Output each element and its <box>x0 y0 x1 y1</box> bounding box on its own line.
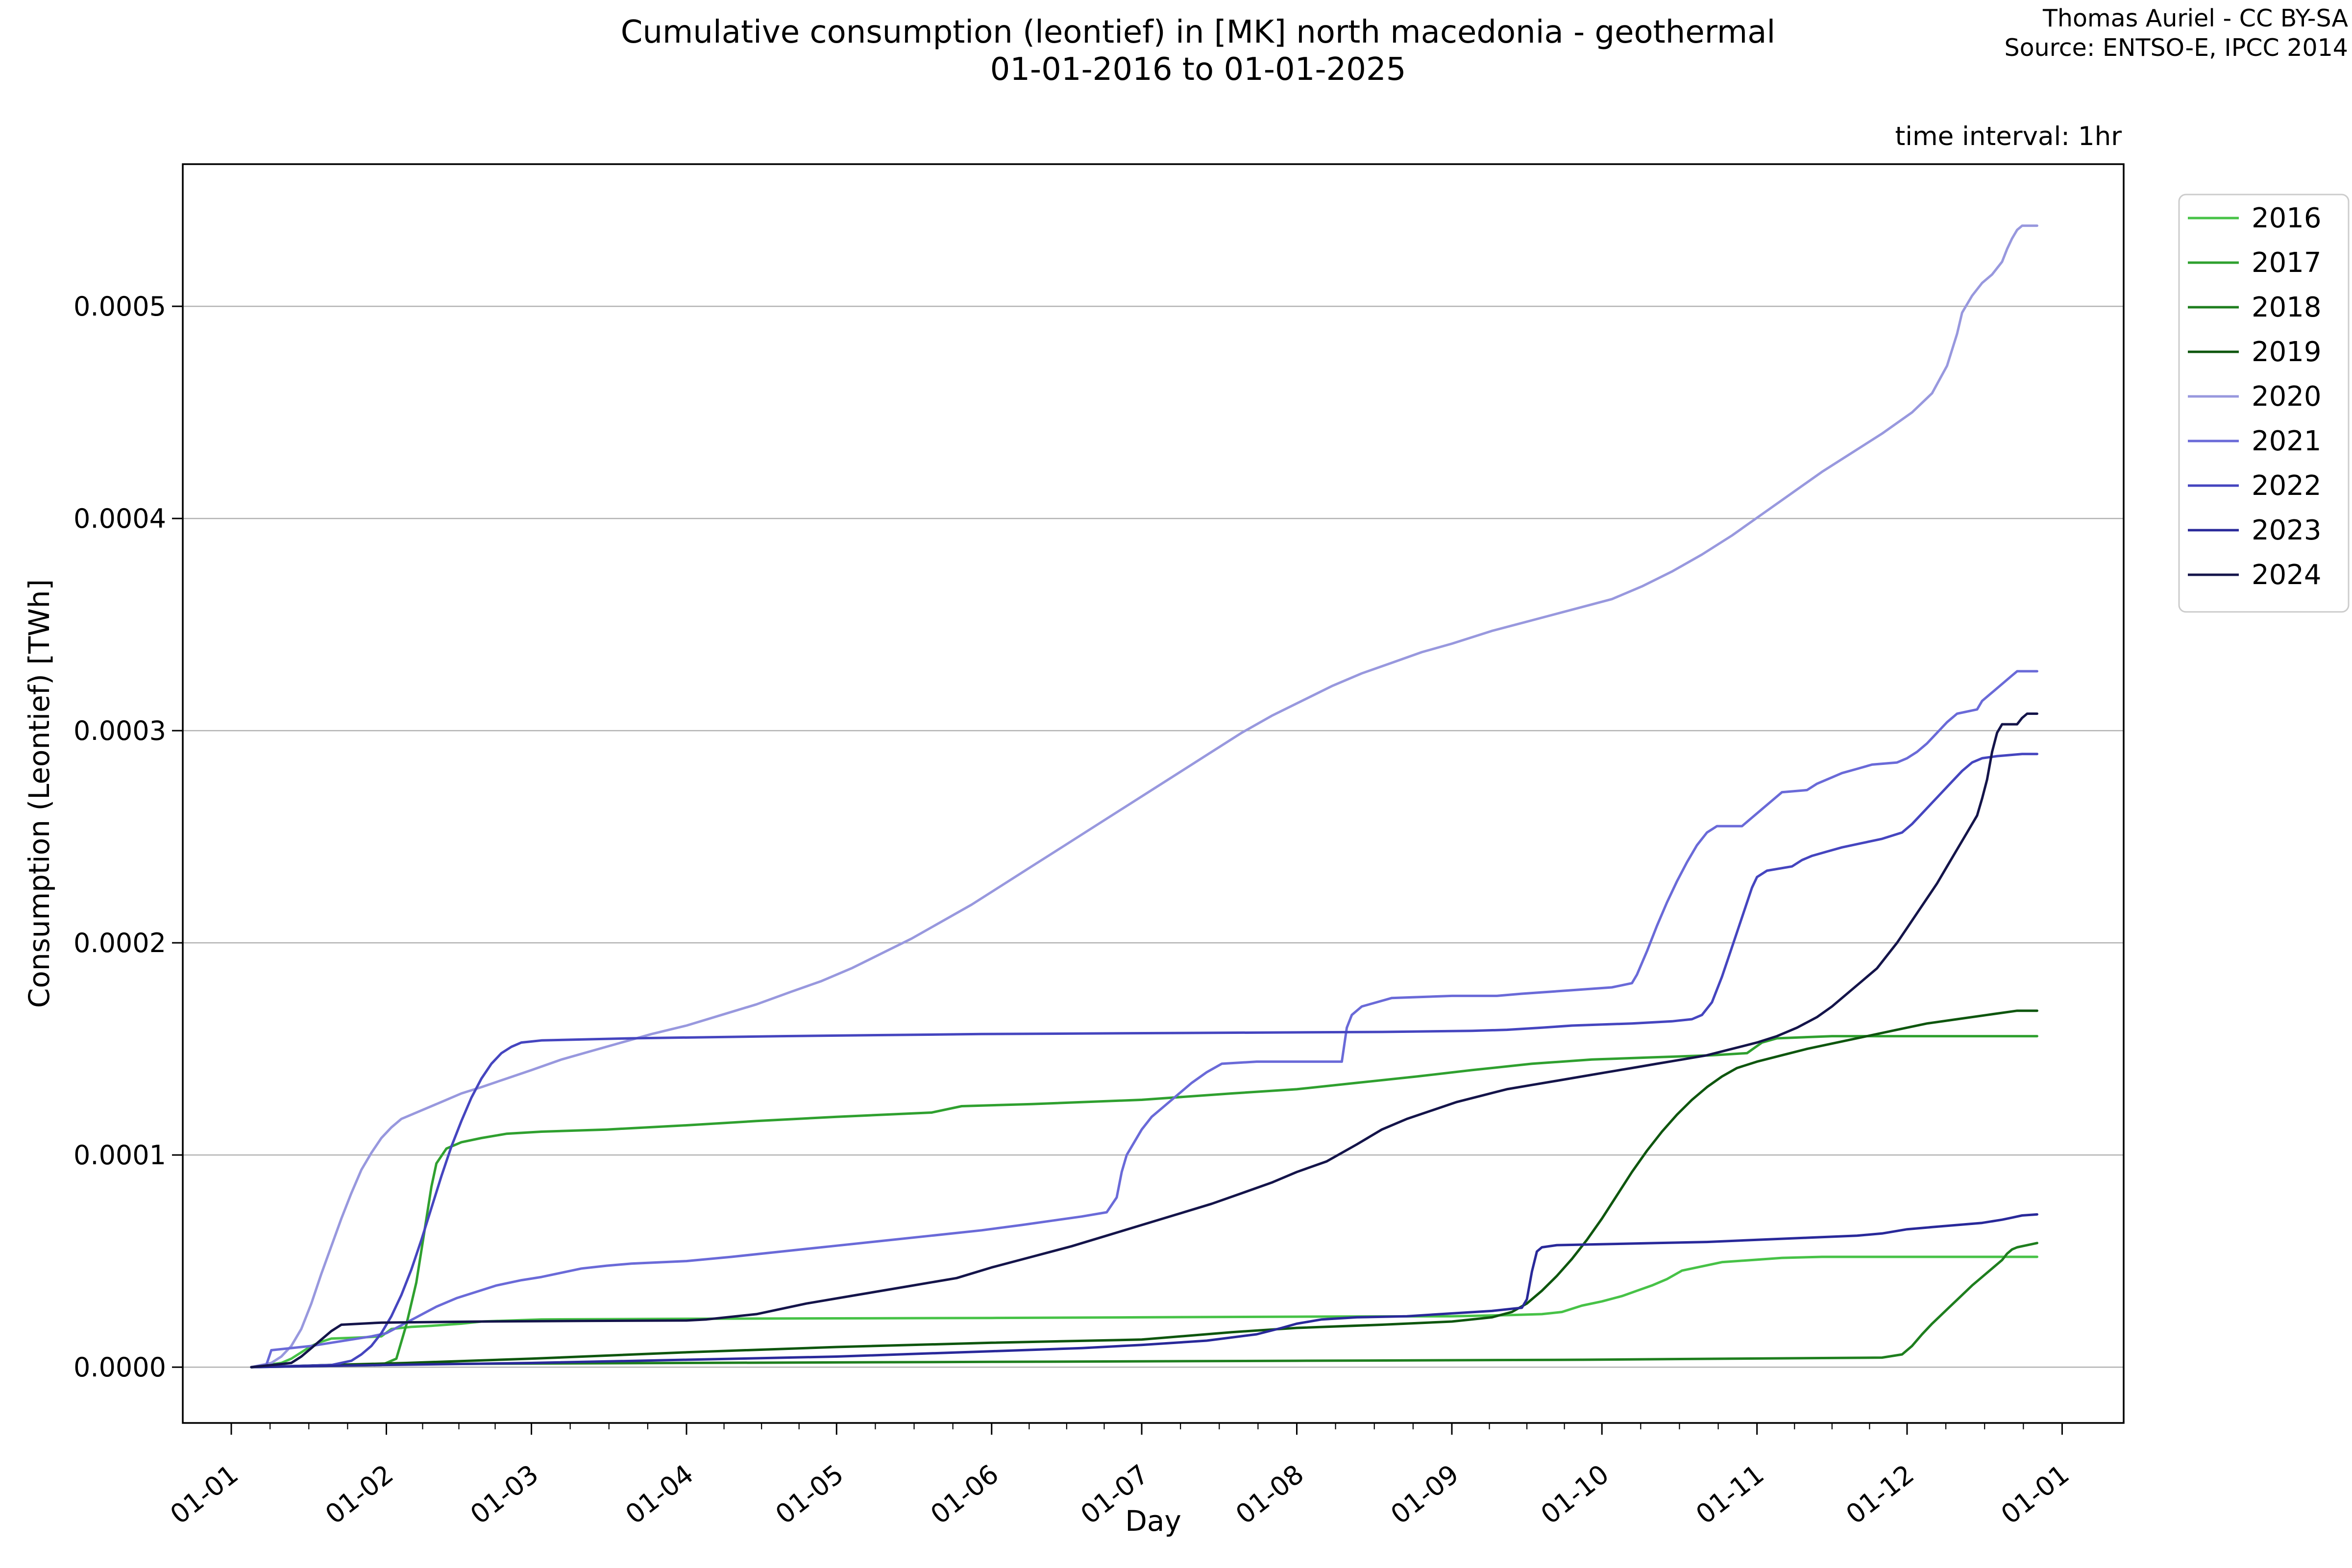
x-tick-label: 01-04 <box>620 1459 699 1530</box>
x-tick-label: 01-02 <box>319 1459 399 1530</box>
legend-label-2018: 2018 <box>2252 292 2322 323</box>
series-line-2021 <box>250 670 2038 1369</box>
legend-entry-2022: 2022 <box>2188 470 2322 502</box>
series-line-2016 <box>250 1255 2038 1369</box>
legend-label-2022: 2022 <box>2252 470 2322 502</box>
y-tick-label: 0.0001 <box>74 1140 166 1171</box>
chart-subtitle: 01-01-2016 to 01-01-2025 <box>990 51 1406 88</box>
y-tick-label: 0.0003 <box>74 715 166 746</box>
series-line-2024 <box>250 712 2038 1369</box>
legend-entry-2024: 2024 <box>2188 559 2322 591</box>
legend-label-2021: 2021 <box>2252 425 2322 457</box>
time-interval-note: time interval: 1hr <box>1895 122 2122 151</box>
y-tick-label: 0.0002 <box>74 928 166 958</box>
y-tick-label: 0.0000 <box>74 1352 166 1383</box>
x-tick-label: 01-06 <box>925 1459 1004 1530</box>
legend-label-2020: 2020 <box>2252 381 2322 413</box>
legend-entry-2017: 2017 <box>2188 247 2322 279</box>
series-line-2020 <box>250 224 2038 1369</box>
x-tick-label: 01-05 <box>770 1459 849 1530</box>
plot-border <box>182 163 2125 1424</box>
chart-title-block: Cumulative consumption (leontief) in [MK… <box>621 14 1775 88</box>
legend-entry-2019: 2019 <box>2188 336 2322 368</box>
legend-label-2016: 2016 <box>2252 202 2322 234</box>
legend-label-2017: 2017 <box>2252 247 2322 279</box>
x-tick-label: 01-10 <box>1535 1459 1615 1530</box>
x-tick-label: 01-09 <box>1385 1459 1465 1530</box>
y-tick-label: 0.0004 <box>74 503 166 534</box>
legend-box <box>2178 194 2350 613</box>
legend-label-2024: 2024 <box>2252 559 2322 591</box>
series-line-2017 <box>250 1035 2038 1369</box>
legend-entry-2023: 2023 <box>2188 514 2322 546</box>
series-line-2019 <box>250 1009 2038 1369</box>
y-tick-label: 0.0005 <box>74 291 166 322</box>
x-tick-label: 01-12 <box>1840 1459 1920 1530</box>
legend-label-2019: 2019 <box>2252 336 2322 368</box>
attribution: Thomas Auriel - CC BY-SA Source: ENTSO-E… <box>2005 4 2348 63</box>
series-line-2023 <box>250 1213 2038 1369</box>
legend-entry-2020: 2020 <box>2188 381 2322 413</box>
legend-entry-2021: 2021 <box>2188 425 2322 457</box>
legend-entry-2018: 2018 <box>2188 292 2322 323</box>
x-tick-label: 01-08 <box>1230 1459 1309 1530</box>
x-tick-label: 01-03 <box>465 1459 544 1530</box>
x-axis-label: Day <box>1125 1504 1181 1538</box>
x-tick-label: 01-01 <box>165 1459 244 1530</box>
series-line-2018 <box>250 1242 2038 1369</box>
series-line-2022 <box>250 753 2038 1369</box>
legend-entry-2016: 2016 <box>2188 202 2322 234</box>
attribution-line-2: Source: ENTSO-E, IPCC 2014 <box>2004 34 2348 62</box>
x-tick-label: 01-11 <box>1690 1459 1769 1530</box>
y-axis-label: Consumption (Leontief) [TWh] <box>23 579 56 1008</box>
legend-label-2023: 2023 <box>2252 514 2322 546</box>
x-tick-label: 01-01 <box>1995 1459 2075 1530</box>
chart-title: Cumulative consumption (leontief) in [MK… <box>620 14 1776 50</box>
attribution-line-1: Thomas Auriel - CC BY-SA <box>2042 4 2348 32</box>
